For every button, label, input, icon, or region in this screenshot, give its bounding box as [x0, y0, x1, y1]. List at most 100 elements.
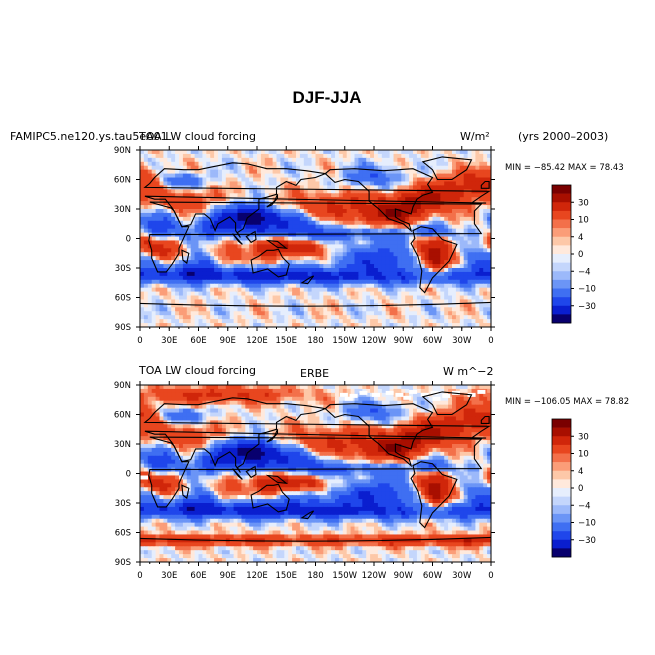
- field-cell: [436, 236, 441, 242]
- field-cell: [471, 323, 476, 327]
- field-cell: [299, 205, 305, 210]
- field-cell: [487, 165, 491, 171]
- field-cell: [370, 244, 375, 249]
- field-cell: [358, 220, 363, 226]
- field-cell: [151, 161, 157, 167]
- field-cell: [350, 385, 356, 390]
- field-cell: [159, 244, 164, 249]
- field-cell: [401, 268, 406, 273]
- field-cell: [362, 416, 367, 421]
- field-cell: [385, 311, 391, 316]
- field-cell: [303, 385, 309, 390]
- field-cell: [229, 264, 235, 269]
- field-cell: [257, 216, 262, 222]
- field-cell: [377, 275, 383, 281]
- field-cell: [432, 392, 437, 398]
- field-cell: [479, 256, 484, 261]
- field-cell: [401, 177, 406, 183]
- field-cell: [175, 400, 180, 406]
- field-cell: [416, 279, 422, 285]
- field-cell: [370, 400, 375, 406]
- field-cell: [163, 209, 168, 214]
- field-cell: [143, 279, 149, 285]
- field-cell: [362, 385, 367, 390]
- field-cell: [276, 157, 281, 163]
- field-cell: [268, 169, 274, 175]
- field-cell: [416, 228, 422, 234]
- field-cell: [354, 388, 359, 394]
- field-cell: [323, 236, 328, 242]
- field-cell: [155, 209, 161, 214]
- field-cell: [194, 236, 200, 242]
- field-cell: [397, 404, 402, 410]
- field-cell: [233, 388, 239, 394]
- field-cell: [424, 232, 430, 238]
- field-cell: [167, 264, 172, 269]
- field-cell: [159, 307, 164, 312]
- field-cell: [362, 307, 367, 312]
- field-cell: [319, 392, 324, 398]
- field-cell: [218, 392, 223, 398]
- field-cell: [311, 264, 317, 269]
- field-cell: [397, 212, 402, 218]
- field-cell: [307, 232, 313, 238]
- field-cell: [331, 260, 336, 265]
- field-cell: [272, 232, 278, 238]
- field-cell: [440, 244, 445, 249]
- field-cell: [444, 189, 449, 194]
- field-cell: [331, 299, 336, 304]
- field-cell: [319, 275, 324, 281]
- field-cell: [479, 279, 484, 285]
- field-cell: [370, 256, 375, 261]
- field-cell: [268, 161, 274, 167]
- field-cell: [393, 224, 398, 230]
- field-cell: [323, 157, 328, 163]
- field-cell: [362, 299, 367, 304]
- field-cell: [448, 224, 453, 230]
- field-cell: [229, 169, 235, 175]
- field-cell: [198, 416, 203, 421]
- field-cell: [288, 307, 293, 312]
- field-cell: [179, 252, 184, 257]
- field-cell: [143, 244, 149, 249]
- field-cell: [448, 260, 453, 265]
- field-cell: [452, 315, 457, 320]
- field-cell: [342, 220, 348, 226]
- field-cell: [284, 299, 289, 304]
- field-cell: [260, 205, 266, 210]
- field-cell: [370, 307, 375, 312]
- field-cell: [140, 303, 145, 308]
- field-cell: [307, 392, 313, 398]
- field-cell: [342, 185, 348, 190]
- field-cell: [151, 193, 157, 198]
- field-cell: [346, 248, 352, 253]
- field-cell: [198, 169, 203, 175]
- field-cell: [280, 248, 285, 253]
- field-cell: [475, 252, 480, 257]
- field-cell: [268, 319, 274, 324]
- field-cell: [147, 404, 153, 410]
- field-cell: [385, 150, 391, 155]
- field-cell: [296, 224, 301, 230]
- field-cell: [159, 283, 164, 289]
- field-cell: [385, 197, 391, 202]
- field-cell: [214, 189, 219, 194]
- field-cell: [272, 388, 278, 394]
- field-cell: [280, 279, 285, 285]
- field-cell: [327, 412, 332, 418]
- field-cell: [413, 216, 418, 222]
- field-cell: [233, 315, 239, 320]
- field-cell: [416, 197, 422, 202]
- field-cell: [428, 252, 434, 257]
- field-cell: [389, 228, 395, 234]
- field-cell: [214, 181, 219, 186]
- field-cell: [147, 299, 153, 304]
- field-cell: [284, 181, 289, 186]
- field-cell: [331, 404, 336, 410]
- field-cell: [405, 311, 410, 316]
- field-cell: [338, 311, 344, 316]
- field-cell: [346, 165, 352, 171]
- field-cell: [296, 268, 301, 273]
- field-cell: [463, 169, 469, 175]
- field-cell: [280, 412, 285, 418]
